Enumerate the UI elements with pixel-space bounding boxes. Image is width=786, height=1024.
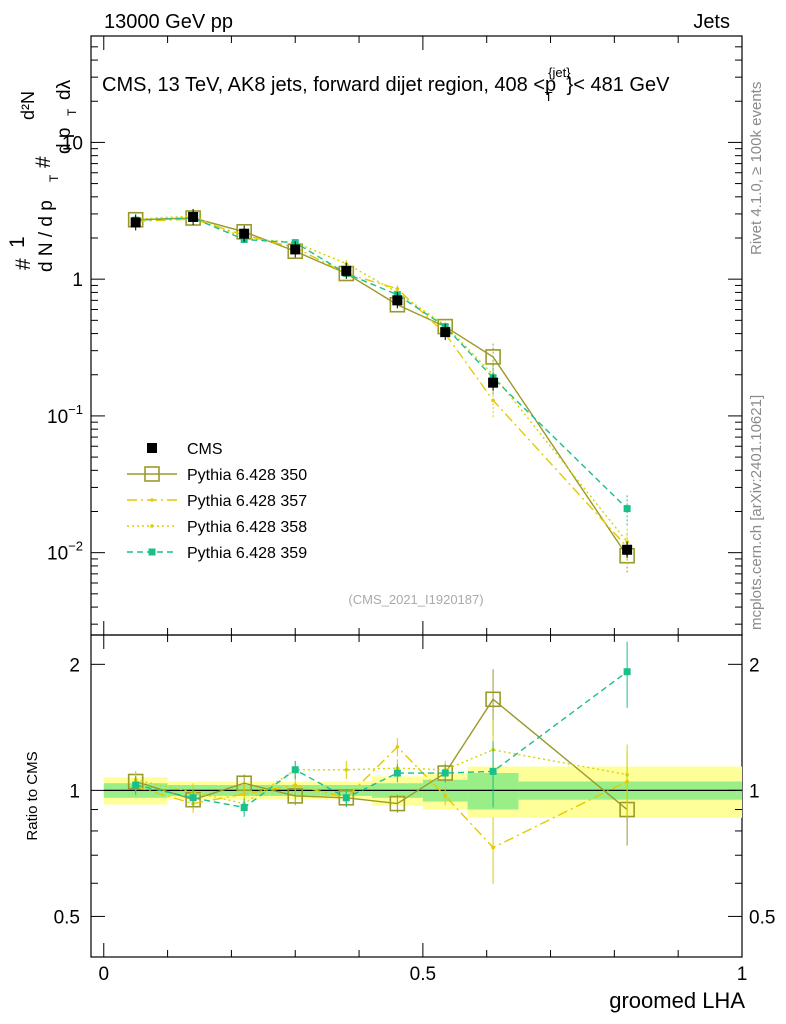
ratio-point [242,792,246,796]
main-y-tick-label: 10−1 [47,402,83,428]
svg-text:#: # [12,258,35,270]
ratio-point [240,804,248,812]
ratio-point [485,691,501,708]
x-axis-label: groomed LHA [609,988,745,1013]
ratio-point [491,845,495,850]
svg-text:T: T [47,174,61,182]
main-point [440,327,451,338]
ratio-point [623,668,631,676]
rivet-version-label: Rivet 4.1.0, ≥ 100k events [748,82,765,255]
ratio-y-tick-label: 0.5 [749,907,775,928]
ratio-y-tick-label: 0.5 [54,907,80,928]
ratio-y-tick-label: 2 [69,655,80,676]
svg-text:#: # [32,156,55,168]
main-point [130,217,141,228]
plot-title: CMS, 13 TeV, AK8 jets, forward dijet reg… [102,65,670,104]
main-point [485,349,501,365]
ratio-series-line [135,745,628,849]
main-y-tick-label: 10 [62,133,83,154]
legend-label: CMS [187,441,223,458]
header-category-label: Jets [693,11,730,33]
legend-marker [147,443,157,453]
ratio-series-3 [132,641,631,817]
ratio-point [344,767,349,772]
main-series-group [127,208,635,573]
legend-marker [144,466,160,482]
main-y-axis-label: # 1 d N / d p T # d²N d p T dλ [6,79,79,272]
main-series-0 [130,208,633,558]
ratio-y-tick-label: 1 [749,781,760,802]
svg-text:1: 1 [6,236,29,248]
svg-text:T: T [65,108,79,116]
main-point [491,398,495,403]
legend-entry: Pythia 6.428 350 [127,466,307,484]
main-series-line [135,215,628,543]
ratio-y-axis-label: Ratio to CMS [24,751,41,840]
main-point [290,244,301,255]
ratio-y-tick-label: 2 [749,655,760,676]
ratio-point [132,781,140,789]
main-y-tick-label: 1 [72,270,83,291]
legend-label: Pythia 6.428 358 [187,519,307,536]
ratio-point [389,795,406,812]
x-tick-label: 1 [737,964,748,985]
main-series-2 [133,215,629,565]
svg-text:d N / d p: d N / d p [36,200,57,272]
ratio-point [489,767,497,775]
main-point [239,228,250,239]
ratio-series-0 [127,669,635,846]
legend-entry: Pythia 6.428 358 [127,519,307,536]
analysis-tag: (CMS_2021_I1920187) [348,592,483,607]
legend-marker [150,498,154,502]
ratio-y-tick-label: 1 [69,781,80,802]
svg-text:dλ: dλ [54,79,75,100]
main-point [188,211,199,222]
ratio-point [393,769,401,777]
ratio-point [395,745,400,749]
legend-marker [148,548,156,556]
legend-entry: Pythia 6.428 359 [127,545,307,562]
main-point [395,287,400,291]
legend-entry: CMS [147,441,223,458]
ratio-point [625,772,629,777]
ratio-point [441,769,449,777]
legend-label: Pythia 6.428 359 [187,545,307,562]
main-point [622,544,633,555]
svg-text:d p: d p [54,128,75,154]
ratio-point [189,794,197,802]
main-point [488,377,499,388]
legend-label: Pythia 6.428 357 [187,493,307,510]
x-tick-label: 0.5 [410,964,436,985]
legend-entry: Pythia 6.428 357 [127,493,307,510]
main-panel: CMS, 13 TeV, AK8 jets, forward dijet reg… [47,35,743,636]
mcplots-reference-label: mcplots.cern.ch [arXiv:2401.10621] [748,395,765,630]
main-point [341,265,352,276]
ratio-series-line [135,749,628,805]
ratio-panel: 0.5 0.5 1 1 2 2 [54,634,776,958]
ratio-point [291,766,299,774]
x-axis-ticks: 0 0.5 1 [98,36,747,985]
x-tick-label: 0 [98,964,109,985]
main-point [623,505,631,513]
main-y-tick-label: 10−2 [47,539,83,565]
svg-text:d²N: d²N [18,91,38,120]
ratio-y-ticks: 0.5 0.5 1 1 2 2 [54,655,776,928]
ratio-series-group [127,641,635,884]
header-beam-label: 13000 GeV pp [104,11,233,33]
legend-marker [150,524,154,528]
ratio-point [443,794,448,798]
legend-label: Pythia 6.428 350 [187,467,307,484]
main-y-ticks: 10−2 10−1 1 10 [47,35,742,625]
main-series-line [135,217,628,510]
ratio-point [293,783,298,787]
main-point [392,295,403,306]
ratio-point [342,794,350,802]
legend: CMS Pythia 6.428 350 Pythia 6.428 357 Pythi… [127,441,307,562]
